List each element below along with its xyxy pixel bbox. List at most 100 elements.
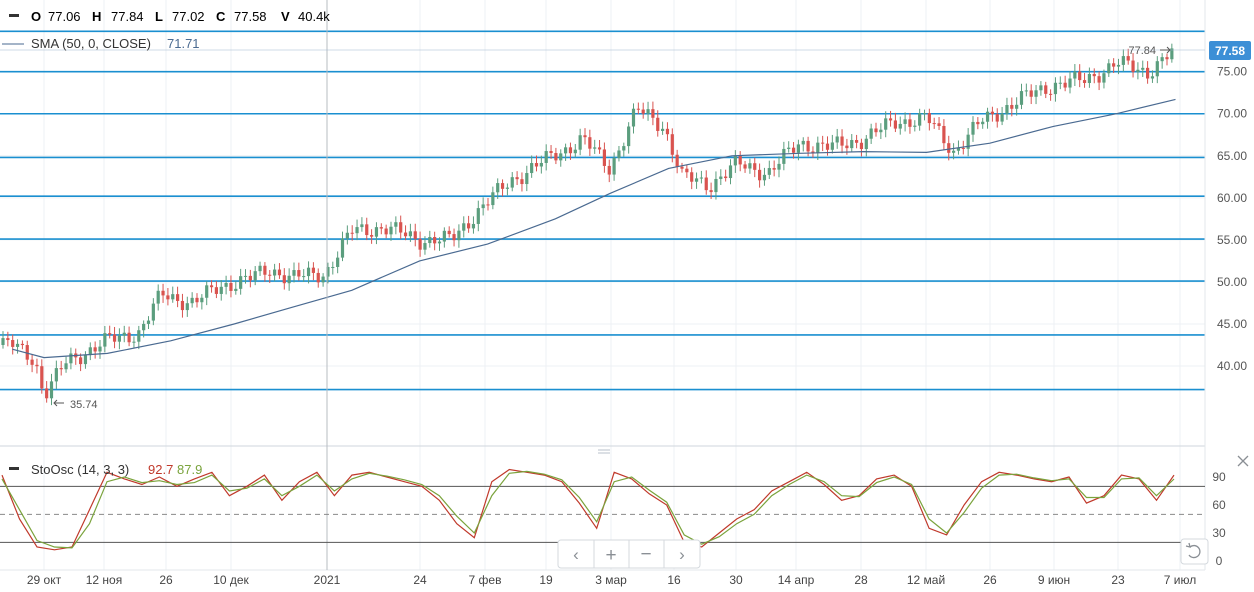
candle [690,167,694,190]
candle-body [888,118,893,121]
open-key: O [31,9,41,24]
high-value: 77.84 [111,9,144,24]
sto-legend[interactable]: StoOsc (14, 3, 3) 92.7 87.9 [9,462,202,477]
candle-body [20,343,24,346]
candle [782,141,786,171]
volume-key: V [281,9,290,24]
candle [791,142,796,159]
candle-body [1165,57,1169,60]
pane-resize-handle[interactable] [598,449,610,454]
candle [1058,76,1062,90]
candle-body [544,151,548,163]
candle-body [156,290,160,304]
candle [20,340,24,350]
candle-body [30,359,34,365]
candle-body [40,366,44,389]
reset-view-button[interactable] [1180,538,1209,565]
candle-body [263,265,267,275]
candle-body [45,388,49,399]
scroll-right-button[interactable]: › [679,545,685,564]
candle [685,164,689,178]
candle-body [1000,113,1004,122]
candle-body [539,162,543,167]
candle [263,262,267,282]
candle [670,128,674,163]
sto-tick-label: 60 [1212,498,1226,512]
candle [258,261,262,276]
candle-body [699,177,703,179]
candle [1005,97,1009,120]
candle [35,358,39,374]
candle-body [612,157,616,175]
candle-body [457,230,461,241]
candle-body [801,140,805,145]
zoom-out-button[interactable]: − [640,544,651,565]
candle-body [961,147,965,149]
candle [171,286,175,303]
candle [340,231,345,262]
candle [554,147,558,165]
candle-body [1010,104,1014,109]
candle [11,334,15,355]
candle-body [903,119,907,124]
time-tick-label: 26 [159,573,173,587]
candle-body [326,266,330,277]
candle [559,149,563,167]
candle [69,347,73,370]
price-tick-label: 45.00 [1217,317,1247,331]
close-icon[interactable] [1237,455,1249,467]
candle-body [811,151,815,153]
candle-body [1087,73,1091,83]
zoom-in-button[interactable]: + [605,545,616,566]
candle [1116,58,1121,75]
candle [777,156,781,178]
candle-body [947,143,951,153]
candle-body [1068,78,1072,88]
candle [510,172,514,192]
candle-body [112,334,117,342]
sma-legend[interactable]: SMA (50, 0, CLOSE) 71.71 [2,36,200,51]
high-marker: 77.84 [1128,45,1171,57]
candle-body [258,265,262,272]
candle [772,160,776,177]
candle-body [864,138,868,150]
low-key: L [155,9,163,24]
last-price-label: 77.58 [1215,44,1245,58]
horizontal-levels [0,30,1205,391]
candle [190,292,194,308]
candle-body [306,267,311,277]
candle [1131,53,1135,78]
candle [137,325,141,350]
sto-k-value: 92.7 [148,462,173,477]
candle-body [859,142,864,150]
candle [83,351,88,369]
candle-body [471,223,476,229]
candle [694,172,699,189]
candle-body [588,137,592,149]
candle-body [835,136,839,143]
candle-body [117,335,121,342]
candle-body [292,270,296,276]
candle [389,221,393,241]
candle-body [1049,93,1053,95]
candle [79,353,83,372]
candle-body [559,153,563,161]
collapse-icon[interactable] [9,14,19,17]
candle [1165,53,1169,66]
candle-body [738,155,742,165]
time-tick-label: 29 окт [27,573,62,587]
candle-body [355,227,359,234]
candle-body [428,237,432,244]
scroll-left-button[interactable]: ‹ [573,545,579,564]
candle [859,138,864,157]
candle-body [694,178,699,182]
candle [597,139,602,154]
candle-body [753,163,757,170]
candle [651,101,655,126]
candle-body [806,140,810,152]
candle-body [564,147,568,154]
candle-body [956,147,961,151]
candle-body [83,355,88,365]
candle-body [500,183,505,189]
candle [1034,85,1038,105]
